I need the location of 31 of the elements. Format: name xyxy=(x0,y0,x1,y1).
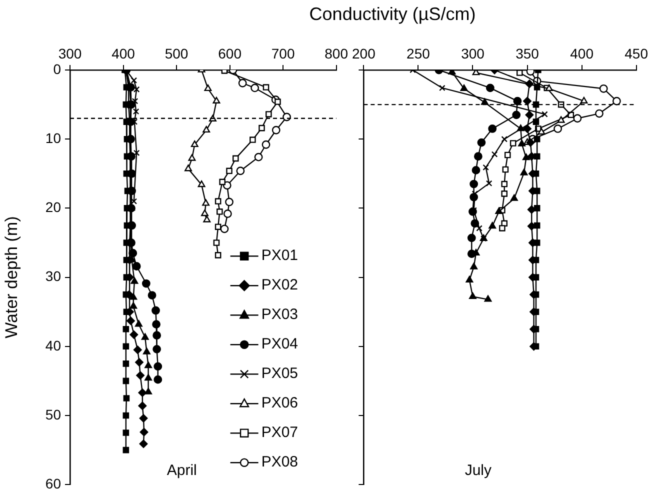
legend-label: PX01 xyxy=(261,247,298,264)
y-axis-title: Water depth (m) xyxy=(2,216,21,338)
x-tick-label: 350 xyxy=(516,45,540,62)
legend-label: PX05 xyxy=(261,365,298,382)
annotation: July xyxy=(464,462,492,480)
legend-label: PX06 xyxy=(261,394,298,412)
x-tick-label: 450 xyxy=(624,45,648,62)
y-tick-label: 50 xyxy=(45,406,62,422)
legend-label: PX02 xyxy=(261,276,298,294)
y-tick-label: 20 xyxy=(45,199,62,216)
y-tick-label: 30 xyxy=(45,268,62,284)
x-tick-label: 600 xyxy=(218,45,242,62)
x-tick-label: 400 xyxy=(570,45,594,62)
x-tick-label: 500 xyxy=(164,45,188,62)
x-tick-label: 300 xyxy=(58,45,82,62)
x-tick-label: 800 xyxy=(324,45,348,62)
y-tick-label: 10 xyxy=(45,130,62,146)
legend-label: PX07 xyxy=(261,424,298,442)
legend-label: PX08 xyxy=(261,454,298,471)
x-tick-label: 300 xyxy=(461,45,485,62)
y-tick-label: 40 xyxy=(45,337,62,354)
annotation: April xyxy=(166,462,197,480)
x-tick-label: 200 xyxy=(352,45,376,62)
x-tick-label: 400 xyxy=(112,45,136,62)
y-tick-label: 0 xyxy=(53,60,62,77)
x-tick-label: 250 xyxy=(406,45,430,62)
x-axis-title: Conductivity (µS/cm) xyxy=(308,4,477,25)
legend-label: PX04 xyxy=(261,336,298,353)
x-tick-label: 700 xyxy=(271,45,295,62)
y-tick-label: 60 xyxy=(45,475,62,492)
legend-label: PX03 xyxy=(261,306,298,324)
